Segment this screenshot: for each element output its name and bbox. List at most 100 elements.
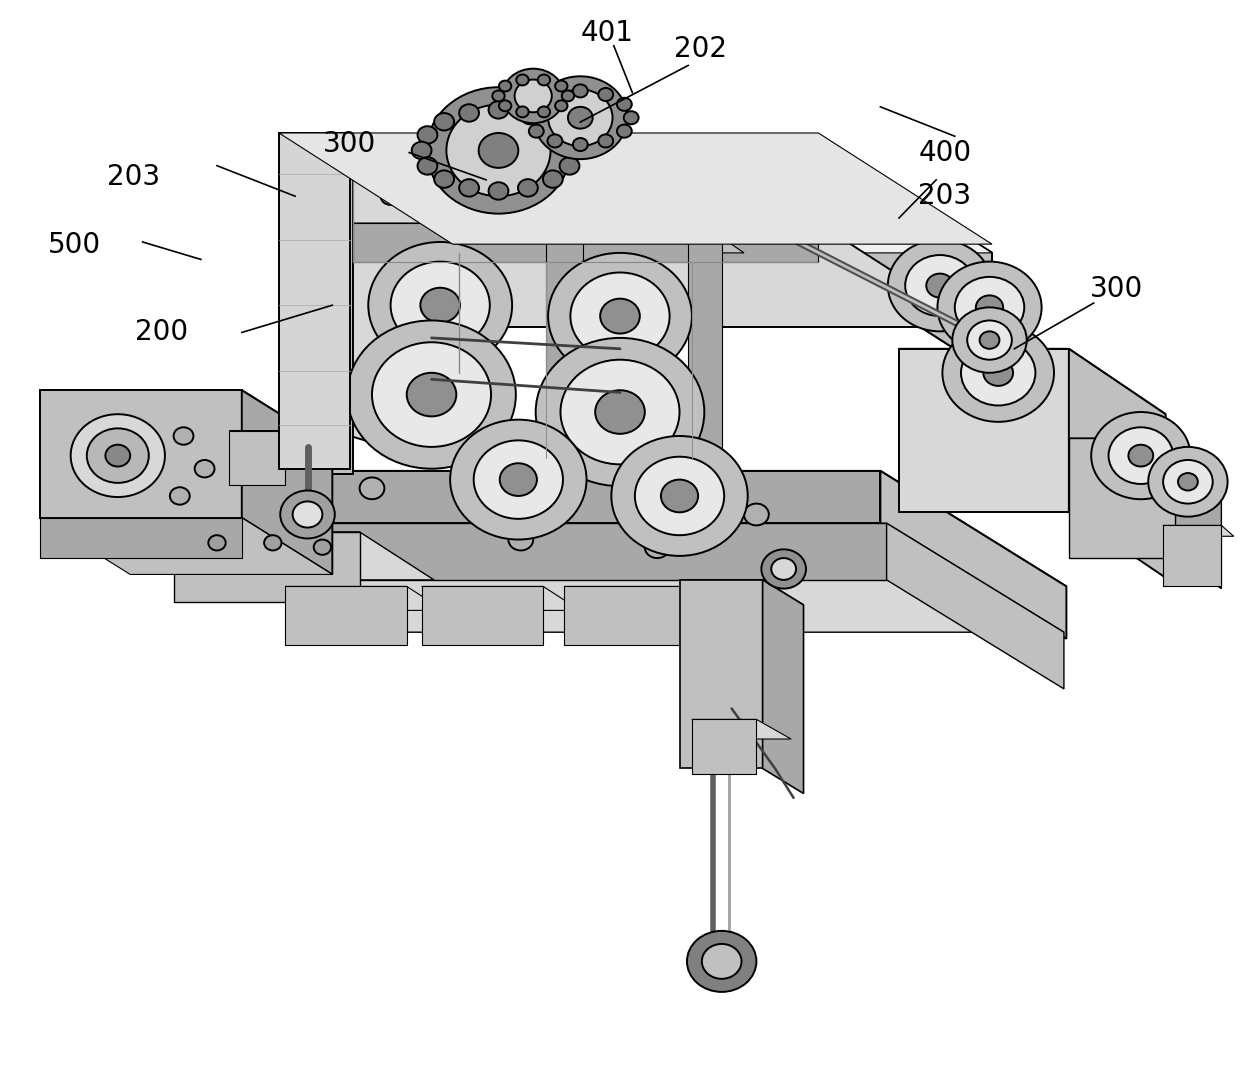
- Circle shape: [434, 170, 454, 187]
- Polygon shape: [353, 223, 818, 262]
- Circle shape: [614, 493, 639, 514]
- Polygon shape: [40, 390, 242, 518]
- Circle shape: [372, 342, 491, 447]
- Circle shape: [937, 262, 1042, 353]
- Circle shape: [347, 320, 516, 469]
- Circle shape: [635, 196, 655, 214]
- Circle shape: [722, 201, 742, 218]
- Polygon shape: [217, 523, 887, 580]
- Polygon shape: [1176, 438, 1221, 589]
- Circle shape: [489, 101, 508, 119]
- Circle shape: [952, 307, 1027, 373]
- Circle shape: [744, 504, 769, 525]
- Circle shape: [573, 138, 588, 152]
- Circle shape: [498, 81, 511, 92]
- Circle shape: [1148, 447, 1228, 517]
- Circle shape: [547, 88, 563, 101]
- Polygon shape: [285, 142, 353, 474]
- Circle shape: [955, 277, 1024, 338]
- Circle shape: [434, 113, 454, 131]
- Polygon shape: [680, 580, 804, 605]
- Polygon shape: [217, 471, 1066, 586]
- Polygon shape: [422, 586, 580, 610]
- Circle shape: [888, 240, 992, 331]
- Polygon shape: [285, 142, 818, 262]
- Polygon shape: [899, 349, 1069, 512]
- Circle shape: [559, 126, 579, 144]
- Circle shape: [418, 157, 438, 174]
- Polygon shape: [692, 719, 791, 739]
- Circle shape: [1163, 460, 1213, 504]
- Text: 500: 500: [48, 231, 100, 259]
- Circle shape: [508, 529, 533, 550]
- Circle shape: [418, 126, 438, 144]
- Polygon shape: [40, 518, 242, 558]
- Circle shape: [570, 272, 670, 360]
- Circle shape: [635, 457, 724, 535]
- Polygon shape: [279, 133, 350, 469]
- Circle shape: [368, 242, 512, 368]
- Circle shape: [528, 98, 543, 111]
- Circle shape: [516, 74, 528, 85]
- Polygon shape: [546, 142, 744, 253]
- Polygon shape: [880, 471, 1066, 639]
- Circle shape: [565, 142, 585, 159]
- Circle shape: [573, 84, 588, 97]
- Polygon shape: [40, 518, 332, 574]
- Circle shape: [105, 445, 130, 467]
- Circle shape: [560, 360, 680, 464]
- Circle shape: [976, 295, 1003, 319]
- Circle shape: [195, 460, 215, 477]
- Polygon shape: [353, 142, 992, 253]
- Circle shape: [479, 133, 518, 168]
- Polygon shape: [680, 580, 763, 768]
- Circle shape: [559, 157, 579, 174]
- Circle shape: [624, 111, 639, 124]
- Circle shape: [1109, 427, 1173, 484]
- Text: 202: 202: [675, 35, 727, 63]
- Circle shape: [761, 549, 806, 589]
- Text: 300: 300: [324, 130, 376, 158]
- Circle shape: [87, 428, 149, 483]
- Circle shape: [522, 111, 537, 124]
- Circle shape: [1091, 412, 1190, 499]
- Circle shape: [464, 190, 484, 207]
- Circle shape: [518, 105, 538, 122]
- Circle shape: [598, 88, 614, 101]
- Circle shape: [459, 179, 479, 196]
- Circle shape: [174, 427, 193, 445]
- Circle shape: [702, 944, 742, 979]
- Circle shape: [769, 203, 789, 220]
- Polygon shape: [1163, 525, 1234, 536]
- Circle shape: [687, 931, 756, 992]
- Circle shape: [481, 484, 506, 506]
- Polygon shape: [242, 390, 332, 574]
- Circle shape: [942, 324, 1054, 422]
- Circle shape: [967, 320, 1012, 360]
- Circle shape: [543, 113, 563, 131]
- Circle shape: [548, 193, 568, 210]
- Circle shape: [427, 87, 570, 214]
- Polygon shape: [1069, 438, 1176, 558]
- Polygon shape: [229, 431, 285, 485]
- Circle shape: [459, 105, 479, 122]
- Circle shape: [1178, 473, 1198, 490]
- Text: 203: 203: [919, 182, 971, 210]
- Circle shape: [208, 535, 226, 550]
- Polygon shape: [887, 523, 1064, 689]
- Polygon shape: [688, 142, 722, 458]
- Circle shape: [528, 124, 543, 137]
- Circle shape: [502, 69, 564, 123]
- Circle shape: [450, 420, 587, 540]
- Circle shape: [264, 535, 281, 550]
- Polygon shape: [174, 532, 434, 580]
- Circle shape: [771, 558, 796, 580]
- Circle shape: [516, 107, 528, 118]
- Circle shape: [618, 124, 632, 137]
- Polygon shape: [1163, 525, 1221, 586]
- Polygon shape: [217, 523, 1064, 632]
- Polygon shape: [285, 586, 444, 610]
- Circle shape: [538, 107, 551, 118]
- Polygon shape: [1069, 438, 1221, 469]
- Circle shape: [474, 440, 563, 519]
